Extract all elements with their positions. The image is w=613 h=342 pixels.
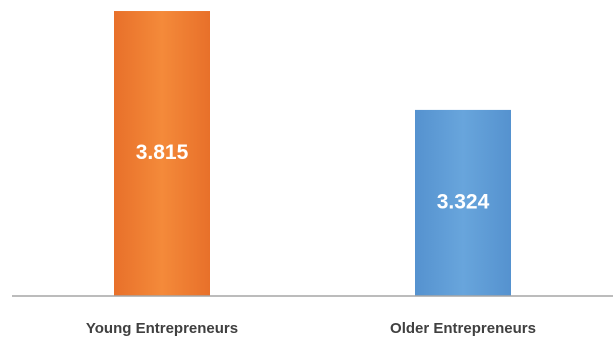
data-label: 3.815 [136,141,189,164]
data-label: 3.324 [437,191,490,214]
bar-older-entrepreneurs [415,109,511,297]
x-tick-label: Young Entrepreneurs [86,320,238,337]
labels-group: Young Entrepreneurs Older Entrepreneurs [86,320,536,337]
bars-group: 3.815 3.324 [114,11,511,297]
bar-young-entrepreneurs [114,11,210,297]
x-tick-label: Older Entrepreneurs [390,320,536,337]
